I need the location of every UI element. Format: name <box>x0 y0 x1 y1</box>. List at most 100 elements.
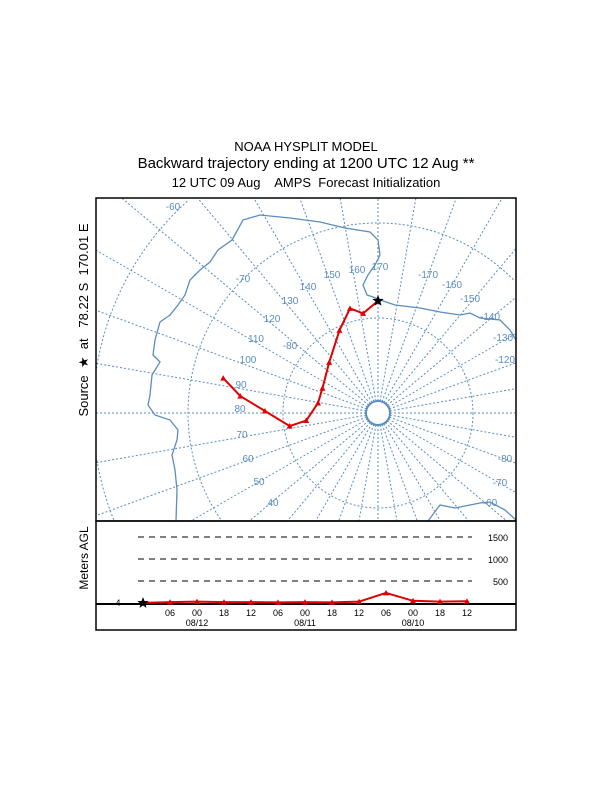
trajectory-marker <box>326 359 333 365</box>
meridian-line <box>190 418 368 521</box>
meridian-line <box>96 249 368 408</box>
trajectory-marker <box>261 408 268 414</box>
meridian-line <box>379 198 417 402</box>
date-label: 08/12 <box>186 618 209 628</box>
longitude-label: 50 <box>253 477 265 488</box>
longitude-label: -80 <box>498 454 513 465</box>
time-tick-label: 06 <box>273 608 283 618</box>
height-level-label: 500 <box>493 577 508 587</box>
meridian-line <box>383 198 503 403</box>
height-level-label: 1000 <box>488 555 508 565</box>
longitude-label: -140 <box>480 312 500 323</box>
trajectory-title: Backward trajectory ending at 1200 UTC 1… <box>137 155 475 172</box>
time-tick-label: 12 <box>246 608 256 618</box>
date-label: 08/10 <box>402 618 425 628</box>
latitude-circle <box>96 200 188 369</box>
height-marker <box>167 599 173 605</box>
longitude-label: 140 <box>300 282 317 293</box>
longitude-label: 90 <box>235 380 247 391</box>
coastline-east <box>427 501 516 521</box>
longitude-label: 170 <box>372 262 389 273</box>
latitude-circle <box>282 317 474 509</box>
time-tick-label: 12 <box>462 608 472 618</box>
star-icon <box>372 294 384 306</box>
trajectory-marker <box>237 393 244 399</box>
longitude-label: -150 <box>460 294 480 305</box>
height-marker <box>302 599 308 605</box>
meridian-line <box>379 424 398 521</box>
time-tick-label: 00 <box>192 608 202 618</box>
longitude-label: 120 <box>264 314 281 325</box>
trajectory <box>220 294 384 429</box>
meridian-line <box>197 198 371 405</box>
meridian-line <box>96 414 367 464</box>
meridian-line <box>385 421 470 521</box>
meridian-line <box>388 332 516 408</box>
height-marker <box>356 598 362 605</box>
longitude-label: -120 <box>495 355 515 366</box>
latitude-circle <box>96 457 115 520</box>
time-tick-label: 06 <box>381 608 391 618</box>
meridian-line <box>358 424 377 521</box>
longitude-label: -170 <box>418 270 438 281</box>
longitude-label: -60 <box>166 202 181 213</box>
model-title: NOAA HYSPLIT MODEL <box>234 139 378 154</box>
meridian-line <box>389 416 516 464</box>
longitude-label: 130 <box>282 296 299 307</box>
trajectory-marker <box>315 399 322 406</box>
meridian-line <box>381 198 457 402</box>
meridian-line <box>253 198 373 403</box>
latitude-circle <box>365 400 391 426</box>
height-marker <box>194 598 200 605</box>
map-frame <box>95 197 517 522</box>
latitude-label: -80 <box>283 341 298 352</box>
meridian-line <box>96 309 367 410</box>
time-tick-label: 18 <box>435 608 445 618</box>
height-marker <box>248 599 254 605</box>
date-label: 08/11 <box>294 618 316 628</box>
time-tick-label: 00 <box>408 608 418 618</box>
height-marker <box>410 597 416 604</box>
time-tick-label: 06 <box>165 608 175 618</box>
longitude-label: 100 <box>240 355 257 366</box>
trajectory-marker <box>303 417 310 424</box>
height-marker <box>464 598 470 604</box>
longitude-label: -130 <box>493 333 513 344</box>
initialization-subtitle: 12 UTC 09 Aug AMPS Forecast Initializati… <box>171 175 441 190</box>
height-marker <box>437 598 443 605</box>
meridian-line <box>315 423 373 521</box>
time-tick-label: 18 <box>219 608 229 618</box>
height-panel: 1500 1000 500 4 06 00 18 12 06 00 18 12 06 00 18 12 08/1… <box>96 533 516 628</box>
longitude-label: -160 <box>442 280 462 291</box>
meridian-line <box>388 418 516 494</box>
longitude-label: 160 <box>349 265 366 276</box>
meridian-line <box>385 248 516 405</box>
longitude-label: -70 <box>236 274 251 285</box>
longitude-label: 60 <box>242 454 254 465</box>
meridian-line <box>389 362 516 410</box>
longitude-label: 110 <box>248 334 264 345</box>
longitude-label: -60 <box>483 498 498 509</box>
meridian-line <box>383 423 441 521</box>
trajectory-marker <box>319 385 326 391</box>
meridian-line <box>286 421 371 521</box>
longitude-label: 150 <box>324 270 341 281</box>
meridian-line <box>389 388 516 412</box>
longitude-label: 40 <box>267 498 279 509</box>
star-icon <box>137 597 149 608</box>
longitude-label: 70 <box>236 430 248 441</box>
height-marker <box>221 599 227 605</box>
meridian-line <box>381 424 418 521</box>
trajectory-line <box>222 300 379 428</box>
longitude-label: 80 <box>234 404 246 415</box>
graticule <box>96 198 516 521</box>
time-tick-label: 00 <box>300 608 310 618</box>
trajectory-marker <box>286 423 293 429</box>
trajectory-marker <box>346 305 353 311</box>
latitude-circle <box>187 222 516 520</box>
start-height-label: 4 <box>115 598 120 608</box>
trajectory-marker <box>360 310 367 316</box>
meridian-line <box>96 416 367 517</box>
